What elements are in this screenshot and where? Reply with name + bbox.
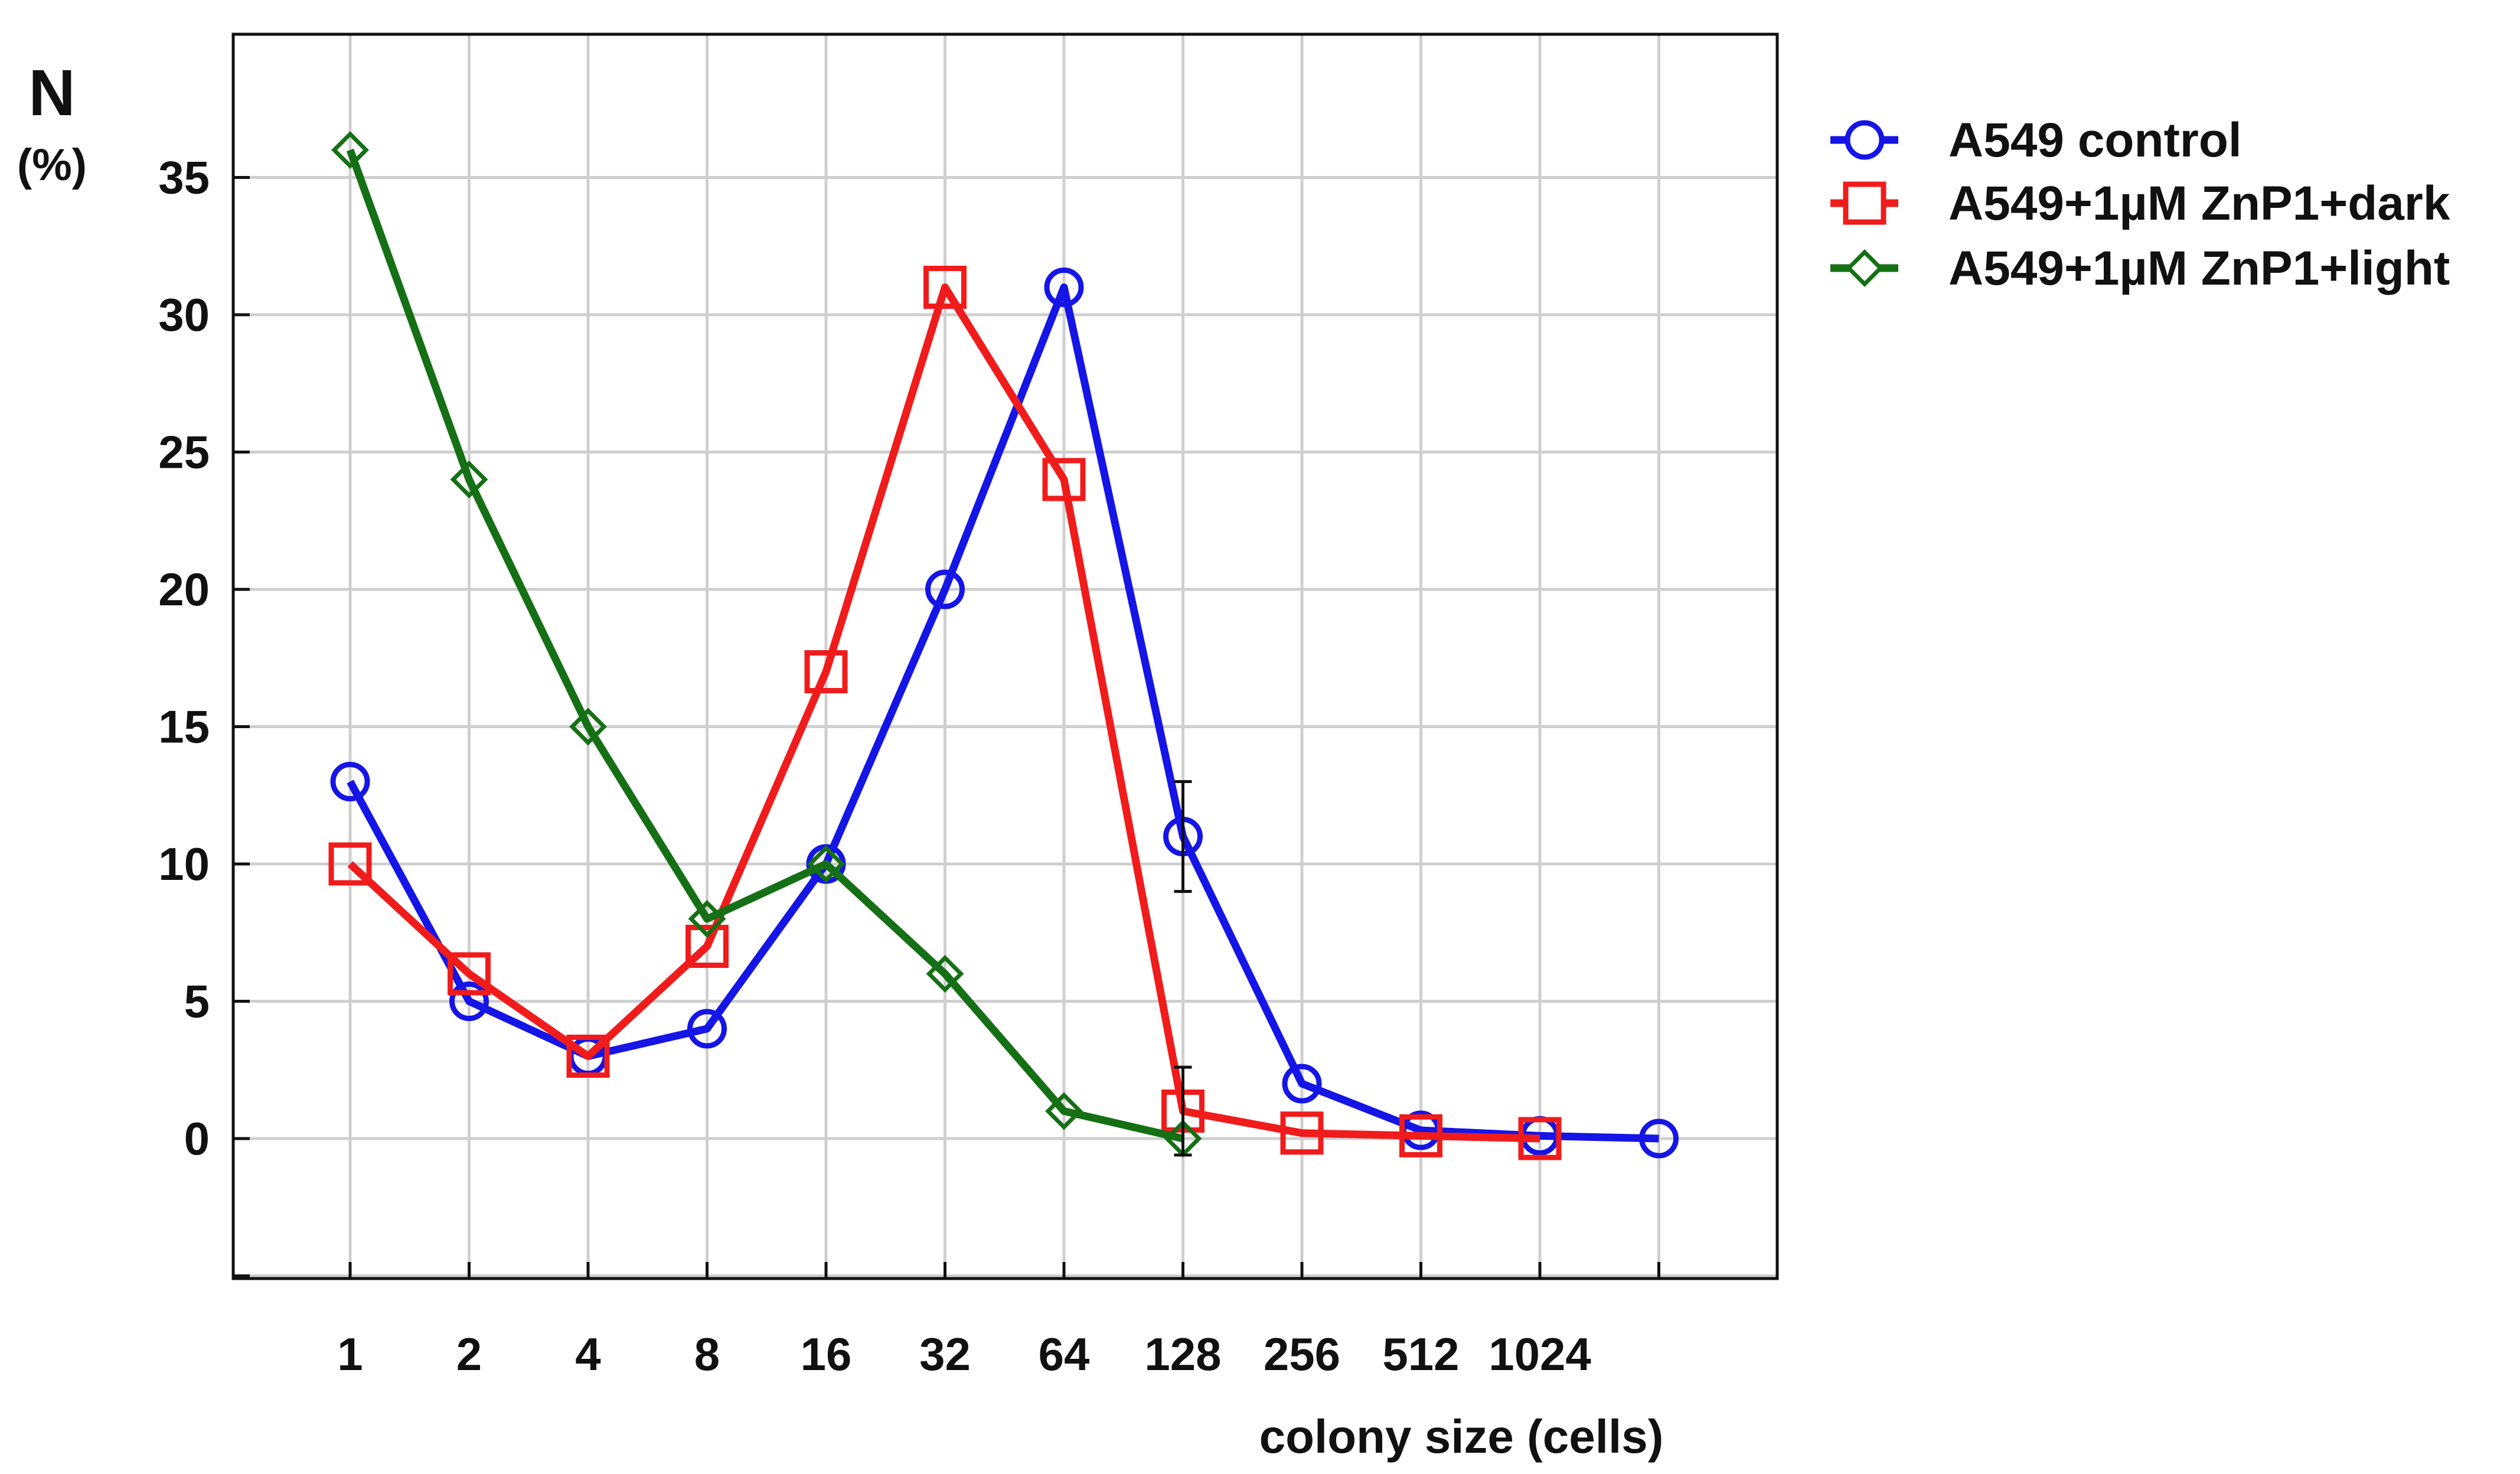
y-tick-label: 25 xyxy=(158,426,210,478)
x-tick-label: 4 xyxy=(575,1328,600,1380)
y-tick-label: 35 xyxy=(158,152,210,204)
legend-item-control: A549 control xyxy=(1830,113,2242,167)
y-axis-title: N xyxy=(28,57,75,129)
data-point-square xyxy=(448,952,491,996)
legend-marker-circle xyxy=(1845,120,1885,160)
data-point-circle xyxy=(687,1009,727,1049)
data-point-diamond xyxy=(807,845,845,883)
plot-frame xyxy=(231,32,1779,1280)
legend: A549 control A549+1µM ZnP1+dark A549+1µM… xyxy=(1830,113,2450,295)
x-tick-label: 8 xyxy=(694,1328,720,1380)
legend-label-control: A549 control xyxy=(1948,113,2242,167)
y-tick-label: 10 xyxy=(158,838,210,890)
x-tick-label: 32 xyxy=(919,1328,971,1380)
series xyxy=(328,131,1679,1160)
data-point-square xyxy=(686,925,729,968)
grid xyxy=(233,34,1777,1279)
x-axis-ticks: 1 2 4 8 16 32 64 128 256 512 1024 xyxy=(337,1262,1660,1380)
series-3 xyxy=(331,131,1202,1157)
data-point-square xyxy=(1399,1114,1442,1157)
legend-marker-diamond xyxy=(1846,249,1884,287)
x-tick-label: 512 xyxy=(1382,1328,1459,1380)
data-point-circle xyxy=(1282,1064,1322,1104)
y-tick-label: 20 xyxy=(158,563,210,615)
data-point-square xyxy=(1518,1117,1562,1160)
y-tick-label: 30 xyxy=(158,289,210,341)
data-point-diamond xyxy=(688,900,726,938)
data-point-circle xyxy=(1044,268,1084,307)
data-point-square xyxy=(1280,1111,1324,1155)
x-tick-label: 128 xyxy=(1144,1328,1221,1380)
data-point-diamond xyxy=(1045,1092,1083,1130)
data-point-circle xyxy=(925,569,965,609)
x-tick-label: 2 xyxy=(456,1328,482,1380)
legend-item-dark: A549+1µM ZnP1+dark xyxy=(1830,177,2450,230)
data-point-diamond xyxy=(926,955,964,993)
x-tick-label: 64 xyxy=(1039,1328,1090,1380)
series-line xyxy=(346,148,1184,1143)
series-line xyxy=(347,283,1540,1143)
legend-item-light: A549+1µM ZnP1+light xyxy=(1830,242,2450,295)
data-point-square xyxy=(804,650,848,693)
legend-label-light: A549+1µM ZnP1+light xyxy=(1948,242,2450,295)
x-tick-label: 1024 xyxy=(1489,1328,1591,1380)
data-point-circle xyxy=(449,981,489,1021)
data-point-square xyxy=(566,1035,610,1078)
data-point-circle xyxy=(330,762,370,801)
y-tick-label: 5 xyxy=(184,976,210,1028)
data-point-square xyxy=(1042,458,1086,501)
y-axis-ticks: 0 5 10 15 20 25 30 35 xyxy=(158,152,250,1277)
x-tick-label: 16 xyxy=(801,1328,852,1380)
data-point-circle xyxy=(1639,1118,1679,1159)
error-bars xyxy=(1174,780,1192,1157)
legend-label-dark: A549+1µM ZnP1+dark xyxy=(1948,177,2450,230)
data-point-diamond xyxy=(331,131,369,169)
y-tick-label: 15 xyxy=(158,701,210,753)
data-point-square xyxy=(328,842,372,886)
legend-marker-square xyxy=(1843,181,1886,225)
data-point-diamond xyxy=(450,461,488,498)
x-axis-title: colony size (cells) xyxy=(1259,1410,1664,1463)
x-tick-label: 256 xyxy=(1264,1328,1340,1380)
data-point-square xyxy=(923,266,967,309)
x-tick-label: 1 xyxy=(337,1328,363,1380)
data-point-diamond xyxy=(569,707,607,746)
y-axis-unit: (%) xyxy=(17,140,87,190)
y-tick-label: 0 xyxy=(184,1113,210,1165)
